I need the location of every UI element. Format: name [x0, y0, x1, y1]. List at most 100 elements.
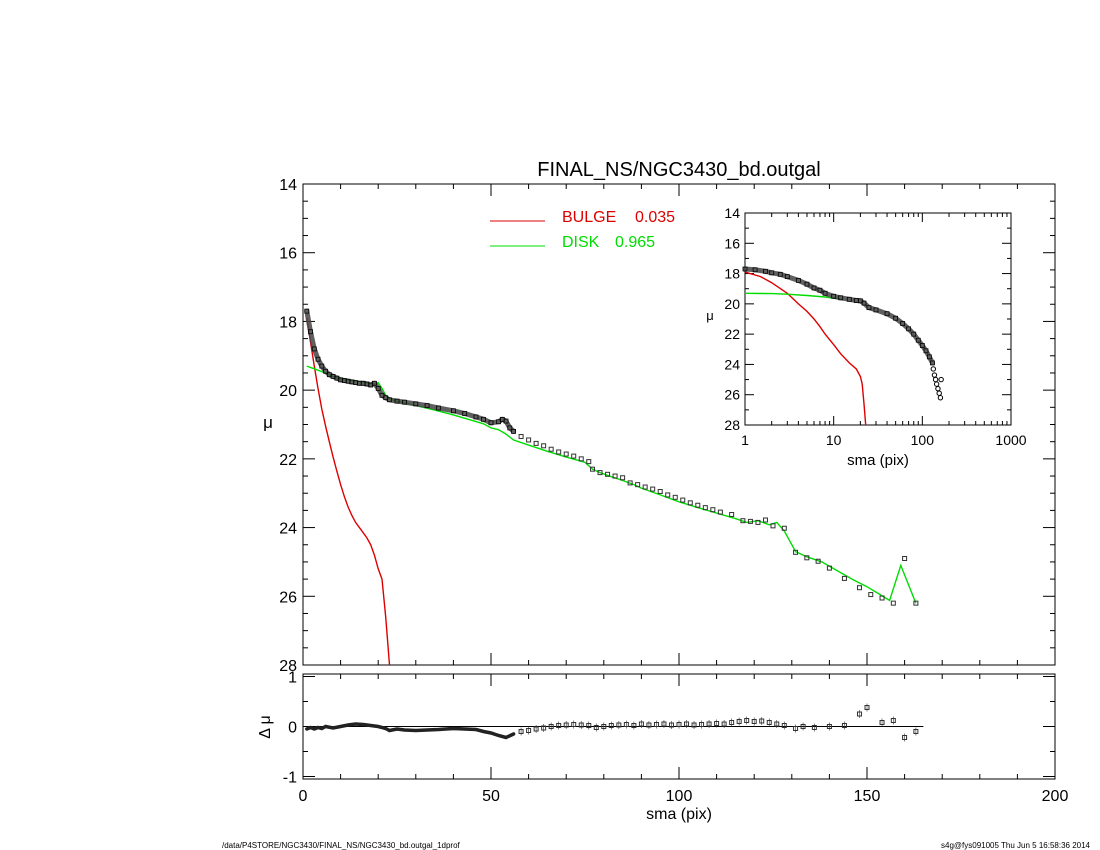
inset-y-tick-label: 14	[724, 205, 740, 221]
footer-file-path: /data/P4STORE/NGC3430/FINAL_NS/NGC3430_b…	[222, 841, 461, 850]
main-data-point	[424, 403, 430, 409]
main-data-point	[781, 525, 787, 531]
main-data-point	[473, 414, 479, 420]
inset-data-point	[930, 366, 937, 372]
main-disk-line	[306, 365, 917, 604]
main-y-tick-label: 18	[279, 314, 297, 331]
residual-y-axis-label: Δ μ	[257, 715, 274, 738]
main-data-point	[627, 480, 633, 486]
main-data-point	[665, 492, 671, 498]
main-data-point	[578, 456, 584, 462]
main-y-tick-label: 28	[279, 658, 297, 675]
residual-x-tick-label: 150	[854, 788, 881, 805]
residual-x-tick-label: 100	[666, 788, 693, 805]
inset-bulge-line	[744, 271, 867, 426]
main-y-axis-label: μ	[263, 413, 273, 432]
main-data-point	[304, 308, 310, 314]
main-data-point	[762, 517, 768, 523]
main-data-point	[710, 507, 716, 513]
residual-symbol-band	[305, 722, 516, 740]
main-y-tick-label: 16	[279, 246, 297, 263]
main-y-tick-label: 20	[279, 383, 297, 400]
inset-x-tick-label: 100	[911, 432, 935, 448]
inset-x-tick-label: 1	[741, 432, 749, 448]
main-symbol-band	[304, 308, 517, 434]
inset-data-point	[861, 300, 867, 306]
main-data-point	[913, 600, 919, 606]
main-data-point	[856, 585, 862, 591]
main-y-tick-label: 14	[279, 177, 297, 194]
main-data-point	[702, 505, 708, 511]
main-y-tick-label: 22	[279, 452, 297, 469]
main-data-point	[488, 420, 494, 426]
inset-data-point	[742, 266, 748, 272]
main-data-point	[323, 368, 328, 374]
residual-y-tick-labels: -1 0 1	[283, 670, 297, 787]
inset-data-point	[930, 360, 935, 366]
inset-x-tick-label: 1000	[995, 432, 1026, 448]
main-data-point	[563, 451, 569, 457]
main-ticks	[302, 183, 1056, 666]
main-y-tick-label: 26	[279, 589, 297, 606]
main-data-point	[435, 405, 441, 411]
main-data-point	[387, 397, 392, 403]
inset-ticks	[744, 212, 1011, 426]
main-data-point	[879, 595, 885, 601]
main-data-point	[413, 401, 419, 407]
residual-ticks	[302, 674, 1056, 779]
main-data-point	[518, 434, 524, 440]
inset-y-tick-labels: 14 16 18 20 22 24 26 28	[724, 205, 740, 433]
main-data-point	[729, 512, 735, 518]
residual-x-tick-labels: 0 50 100 150 200	[299, 788, 1069, 805]
residual-x-tick-label: 50	[482, 788, 500, 805]
main-data-point	[642, 484, 648, 490]
main-data-point	[687, 500, 693, 506]
main-data-point	[586, 459, 592, 465]
main-data-point	[841, 575, 847, 581]
inset-data-point	[769, 270, 775, 276]
main-data-point	[496, 419, 501, 425]
main-data-point	[394, 398, 400, 404]
main-data-point	[462, 411, 468, 416]
inset-data-point	[777, 271, 783, 277]
main-data-point	[372, 380, 377, 386]
residual-x-tick-label: 200	[1042, 788, 1069, 805]
inset-data-point	[884, 311, 890, 317]
main-y-tick-labels: 14 16 18 20 22 24 26 28	[279, 177, 297, 675]
main-data-point	[450, 408, 456, 414]
main-data-point	[612, 473, 618, 479]
residual-x-axis-label: sma (pix)	[646, 806, 712, 823]
main-data-point	[511, 428, 516, 434]
inset-data-point	[873, 307, 879, 313]
main-data-point	[548, 446, 554, 452]
inset-data-point	[911, 331, 917, 337]
main-data-point	[597, 470, 603, 476]
inset-y-axis-label: μ	[706, 308, 714, 323]
inset-background	[745, 213, 1011, 425]
inset-data-point	[919, 343, 925, 348]
main-data-point	[717, 509, 723, 515]
main-data-point	[402, 399, 407, 405]
main-data-point	[868, 592, 874, 598]
main-data-point	[747, 518, 753, 524]
main-data-point	[755, 519, 761, 525]
inset-data-point	[866, 305, 872, 311]
main-data-point	[375, 386, 381, 391]
footer-timestamp: s4g@fys091005 Thu Jun 5 16:58:36 2014	[941, 841, 1091, 850]
legend-disk-label: DISK	[562, 234, 600, 251]
main-data-point	[590, 466, 596, 472]
main-data-point	[379, 392, 385, 398]
inset-data-point	[822, 290, 828, 296]
main-data-point	[541, 443, 547, 449]
inset-disk-line	[744, 292, 841, 300]
residual-y-tick-label: 0	[288, 720, 297, 737]
main-data-point	[695, 502, 701, 508]
main-data-point	[902, 555, 908, 561]
main-data-point	[657, 488, 663, 494]
inset-data-point	[937, 395, 944, 401]
main-data-point	[311, 346, 317, 352]
main-data-point	[672, 494, 678, 500]
main-series-group	[304, 308, 919, 666]
inset-y-tick-label: 20	[724, 296, 740, 312]
